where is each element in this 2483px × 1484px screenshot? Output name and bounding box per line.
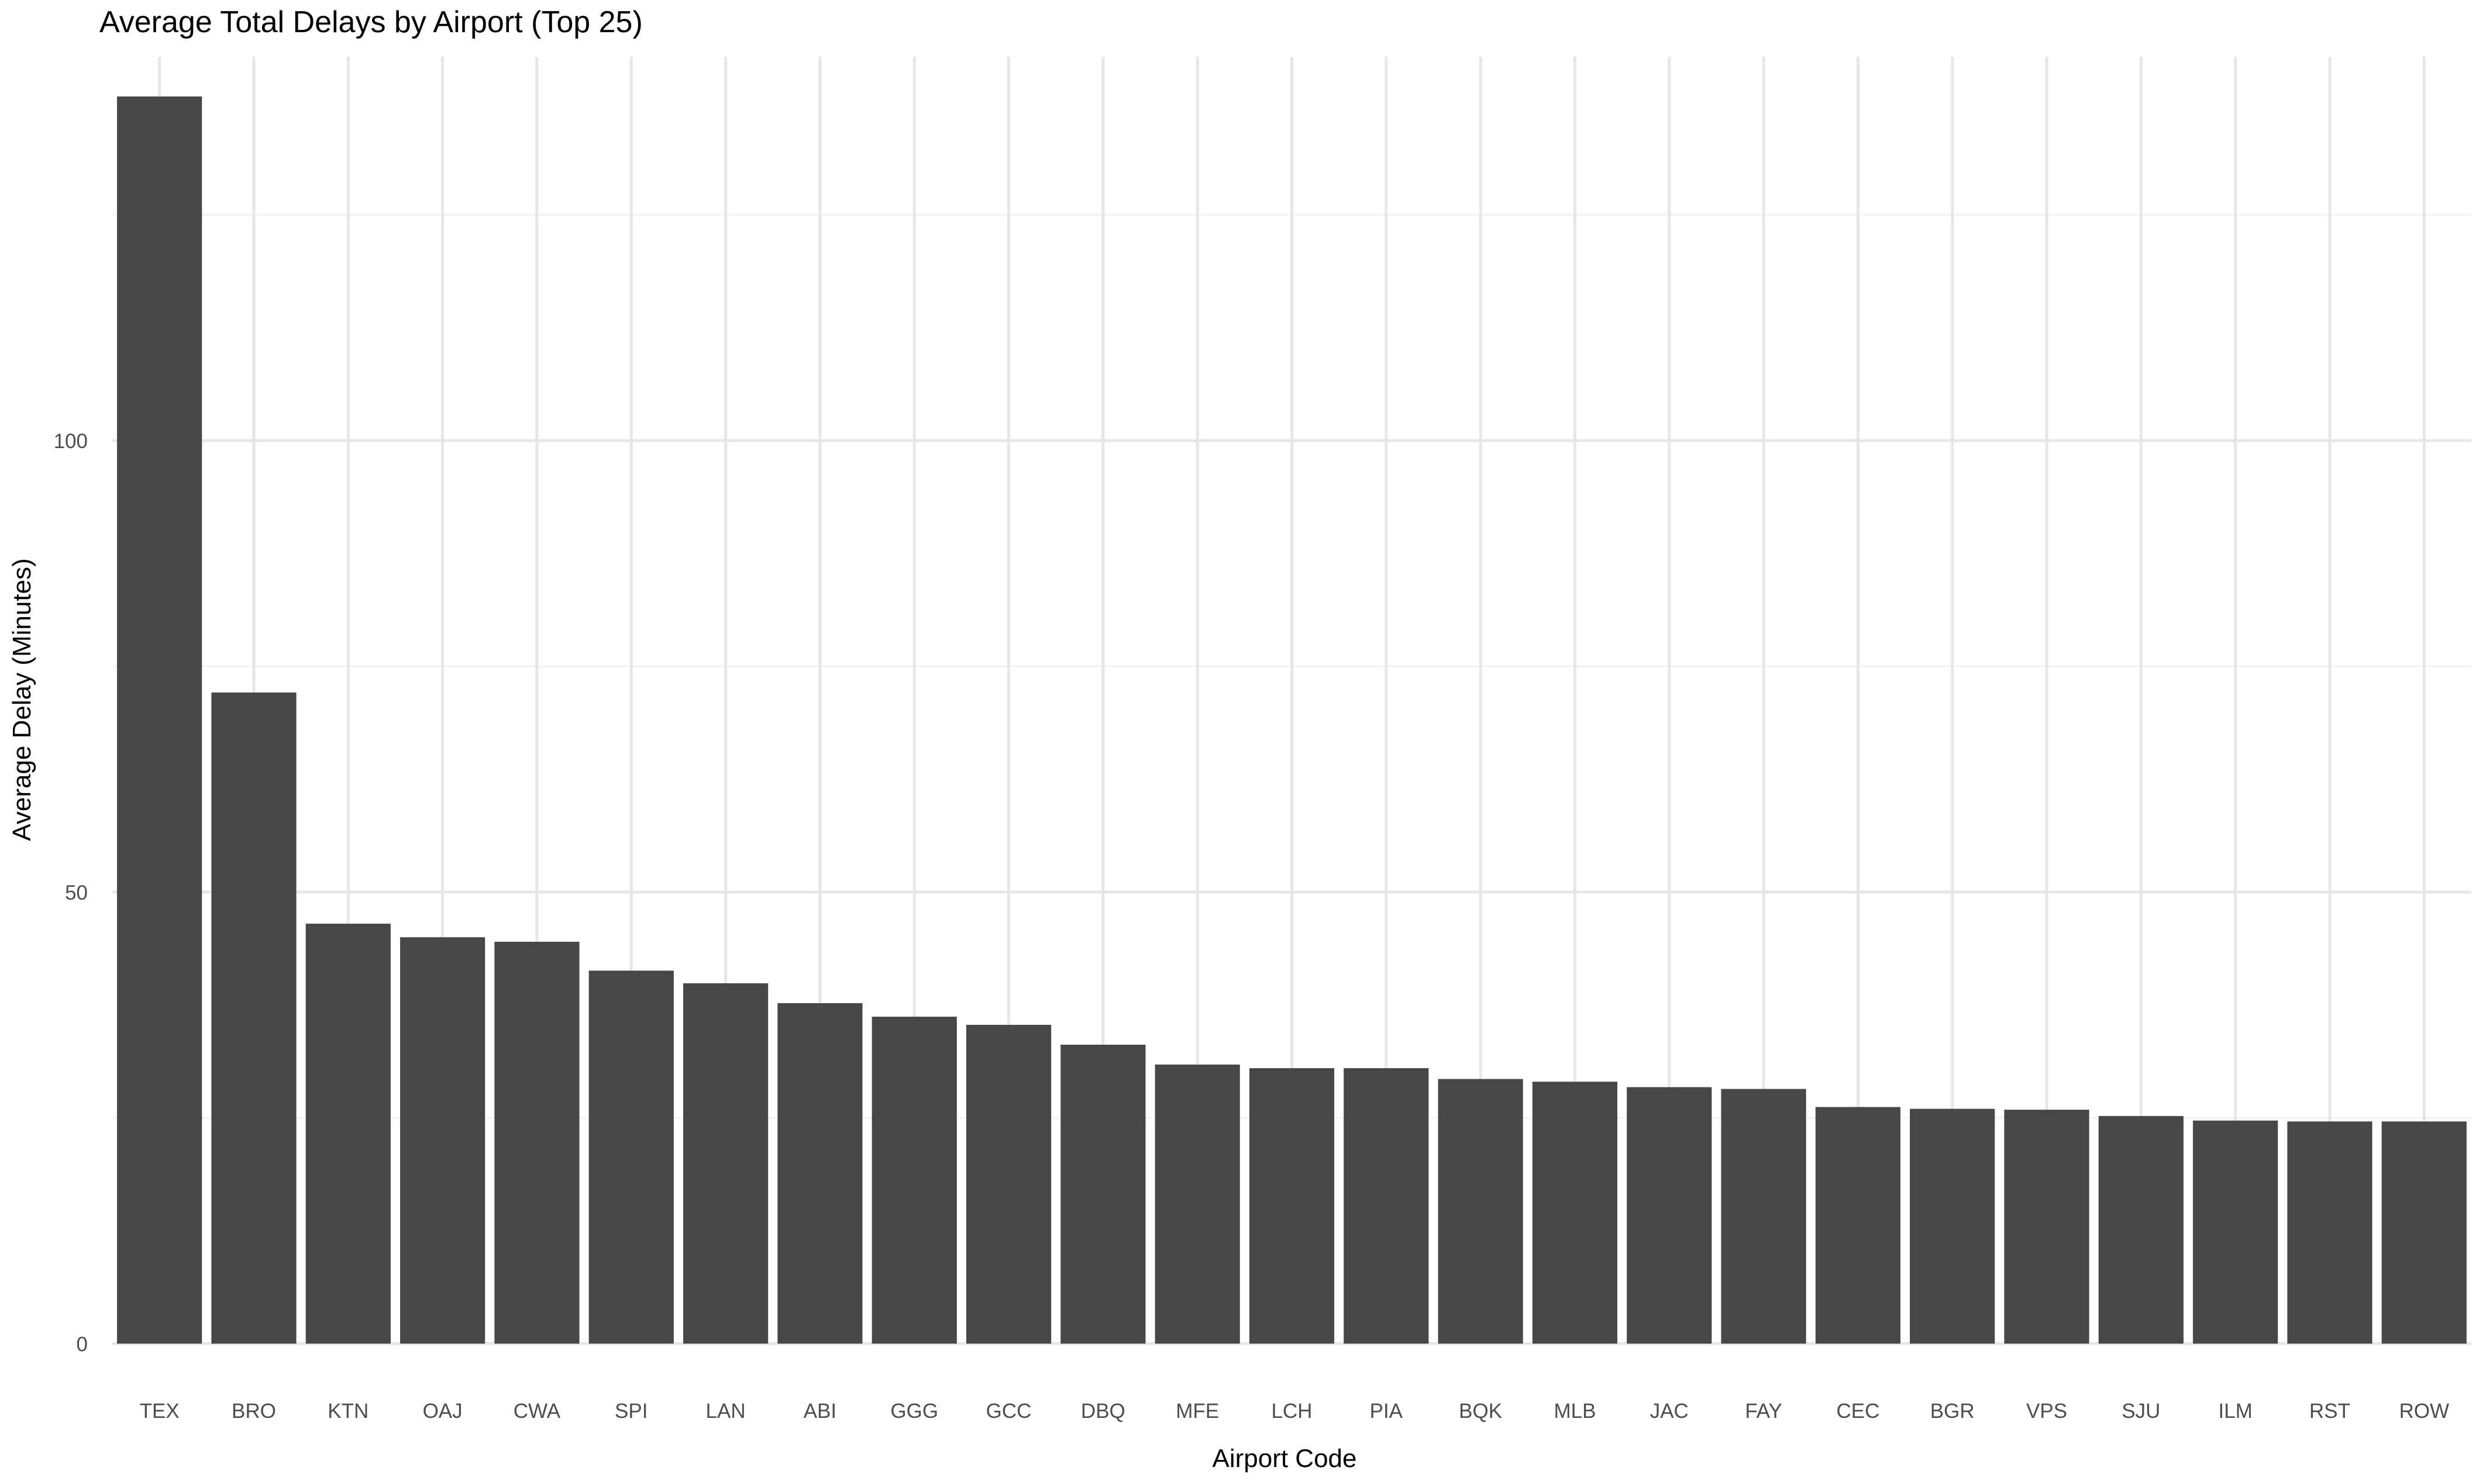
bar-gcc <box>966 1025 1052 1344</box>
x-tick-label: FAY <box>1745 1400 1782 1423</box>
x-tick-label: ROW <box>2399 1400 2450 1423</box>
x-tick-label: TEX <box>140 1400 180 1423</box>
bar-sju <box>2098 1115 2184 1344</box>
x-tick-label: RST <box>2309 1400 2350 1423</box>
bar-ktn <box>305 924 391 1344</box>
bar-vps <box>2004 1110 2089 1344</box>
x-tick-label: BRO <box>232 1400 276 1423</box>
x-tick-label: ABI <box>804 1400 836 1423</box>
bar-spi <box>588 970 674 1344</box>
bar-row <box>2381 1121 2467 1344</box>
y-tick-label: 100 <box>54 430 88 453</box>
bar-cec <box>1815 1107 1901 1344</box>
x-tick-label: PIA <box>1370 1400 1403 1423</box>
y-tick-label: 0 <box>77 1333 88 1356</box>
x-tick-label: CEC <box>1836 1400 1879 1423</box>
bar-pia <box>1344 1068 1429 1344</box>
bar-dbq <box>1060 1044 1146 1344</box>
bars <box>117 96 2467 1344</box>
bar-bgr <box>1910 1108 1995 1344</box>
x-tick-labels: TEX BRO KTN OAJ CWA SPI LAN ABI GGG GCC DBQ MFE LCH P… <box>140 1400 2449 1423</box>
y-axis-title: Average Delay (Minutes) <box>8 558 36 841</box>
bar-abi <box>777 1003 863 1344</box>
y-tick-label: 50 <box>65 882 88 904</box>
chart-title: Average Total Delays by Airport (Top 25) <box>99 5 643 39</box>
x-tick-label: MFE <box>1176 1400 1219 1423</box>
x-tick-label: DBQ <box>1081 1400 1125 1423</box>
x-tick-label: BGR <box>1930 1400 1975 1423</box>
x-tick-label: JAC <box>1650 1400 1689 1423</box>
bar-lan <box>683 983 769 1344</box>
x-tick-label: BQK <box>1459 1400 1502 1423</box>
y-tick-labels: 0 50 100 <box>54 430 88 1356</box>
x-tick-label: ILM <box>2219 1400 2253 1423</box>
bar-mfe <box>1155 1064 1240 1344</box>
bar-ggg <box>872 1017 957 1344</box>
bar-cwa <box>494 941 580 1344</box>
bar-bro <box>211 692 297 1344</box>
x-tick-label: OAJ <box>423 1400 463 1423</box>
bar-tex <box>117 96 202 1344</box>
bar-oaj <box>400 937 485 1344</box>
bar-mlb <box>1532 1082 1618 1344</box>
x-tick-label: KTN <box>328 1400 369 1423</box>
x-axis-title: Airport Code <box>1212 1444 1356 1473</box>
bar-jac <box>1627 1087 1712 1344</box>
bar-lch <box>1249 1068 1335 1344</box>
bar-fay <box>1721 1089 1806 1344</box>
x-tick-label: LAN <box>706 1400 746 1423</box>
bar-rst <box>2287 1121 2372 1344</box>
x-tick-label: LCH <box>1271 1400 1312 1423</box>
x-tick-label: VPS <box>2026 1400 2067 1423</box>
x-tick-label: SPI <box>615 1400 648 1423</box>
x-tick-label: MLB <box>1554 1400 1596 1423</box>
x-tick-label: GCC <box>986 1400 1032 1423</box>
x-tick-label: GGG <box>890 1400 938 1423</box>
x-tick-label: SJU <box>2122 1400 2160 1423</box>
bar-ilm <box>2193 1120 2278 1344</box>
bar-bqk <box>1438 1079 1523 1344</box>
x-tick-label: CWA <box>514 1400 561 1423</box>
